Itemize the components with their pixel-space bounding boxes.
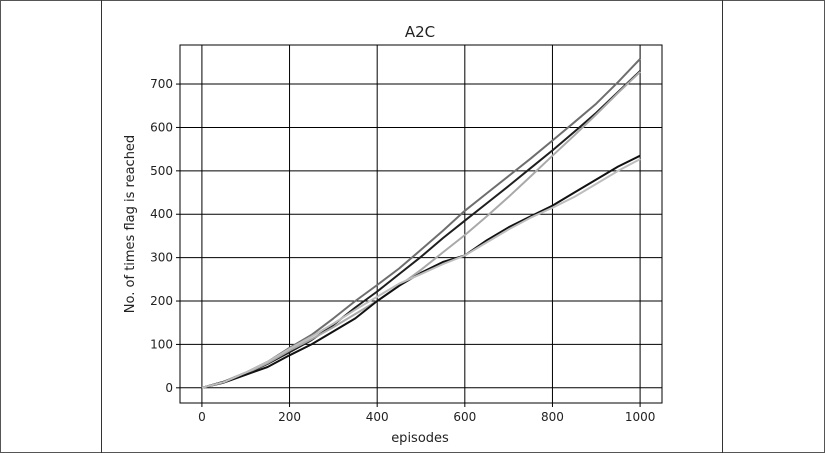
series-lines — [201, 58, 641, 389]
series-line-3 — [201, 71, 641, 389]
y-axis-label: No. of times flag is reached — [123, 135, 138, 313]
plot-frame — [179, 44, 663, 404]
right-divider-line — [722, 0, 723, 453]
y-tick-label: 300 — [150, 251, 173, 265]
y-tick-label: 400 — [150, 207, 173, 221]
y-tick-label: 500 — [150, 164, 173, 178]
left-divider-line — [101, 0, 102, 453]
y-tick-label: 700 — [150, 77, 173, 91]
x-axis-ticks: 0 200 400 600 800 1000 — [198, 403, 655, 424]
x-tick-label: 400 — [366, 410, 389, 424]
x-axis-label: episodes — [391, 431, 449, 446]
series-line-4 — [201, 154, 641, 389]
y-tick-label: 200 — [150, 294, 173, 308]
chart-title: A2C — [405, 23, 435, 41]
y-tick-label: 600 — [150, 120, 173, 134]
y-tick-label: 0 — [165, 381, 173, 395]
series-line-5 — [201, 158, 641, 389]
x-tick-label: 0 — [198, 410, 206, 424]
x-tick-label: 200 — [278, 410, 301, 424]
plot-area — [180, 45, 662, 403]
y-axis-ticks: 0 100 200 300 400 500 600 700 — [150, 77, 180, 395]
grid-lines — [180, 45, 662, 403]
x-tick-label: 600 — [453, 410, 476, 424]
x-tick-label: 800 — [541, 410, 564, 424]
y-tick-label: 100 — [150, 337, 173, 351]
x-tick-label: 1000 — [625, 410, 656, 424]
